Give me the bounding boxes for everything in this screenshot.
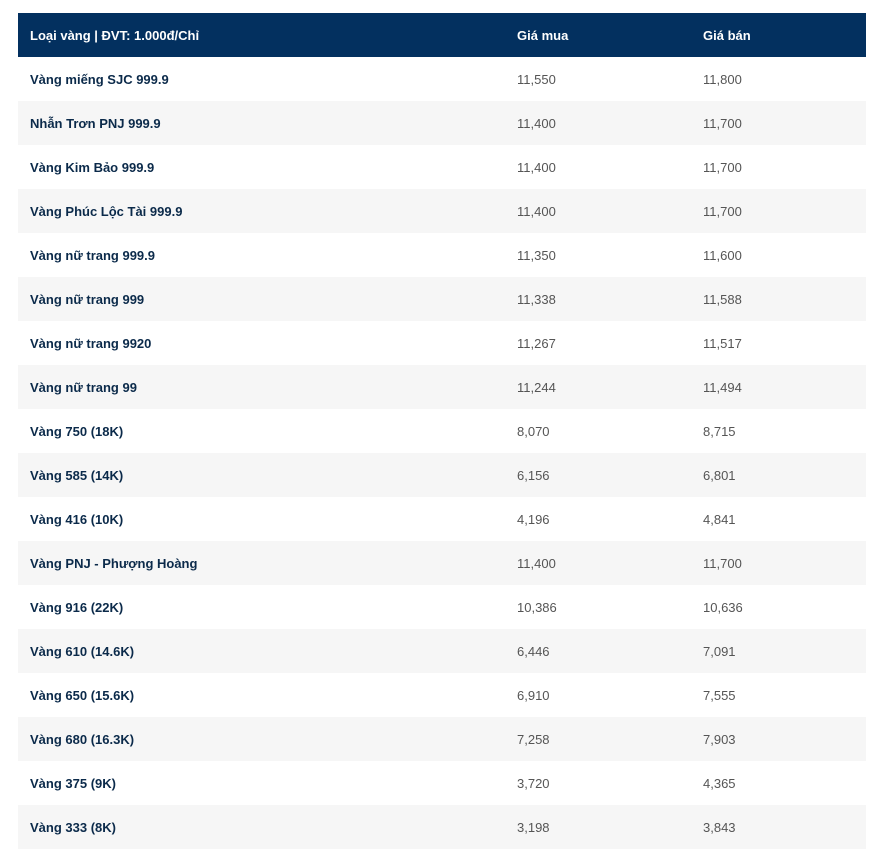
sell-price-cell: 11,600: [703, 247, 742, 263]
gold-type-cell: Nhẫn Trơn PNJ 999.9: [30, 115, 161, 131]
buy-price-cell: 11,400: [517, 203, 556, 219]
sell-price-cell: 10,636: [703, 599, 743, 615]
buy-price-cell: 8,070: [517, 423, 550, 439]
gold-type-cell: Vàng 750 (18K): [30, 423, 124, 439]
table-row: Vàng 610 (14.6K) 6,446 7,091: [18, 629, 866, 673]
buy-price-cell: 6,156: [517, 467, 550, 483]
buy-price-cell: 7,258: [517, 731, 550, 747]
table-row: Vàng 750 (18K) 8,070 8,715: [18, 409, 866, 453]
gold-price-table: Loại vàng | ĐVT: 1.000đ/Chỉ Giá mua Giá …: [18, 13, 866, 849]
sell-price-cell: 7,091: [703, 643, 736, 659]
sell-price-cell: 11,700: [703, 115, 742, 131]
buy-price-cell: 6,910: [517, 687, 550, 703]
table-row: Vàng Phúc Lộc Tài 999.9 11,400 11,700: [18, 189, 866, 233]
buy-price-cell: 10,386: [517, 599, 557, 615]
column-header-sell-price: Giá bán: [703, 27, 751, 43]
buy-price-cell: 11,267: [517, 335, 556, 351]
buy-price-cell: 6,446: [517, 643, 550, 659]
column-header-gold-type: Loại vàng | ĐVT: 1.000đ/Chỉ: [30, 27, 200, 43]
buy-price-cell: 11,350: [517, 247, 556, 263]
table-body: Vàng miếng SJC 999.9 11,550 11,800 Nhẫn Trơ…: [18, 57, 866, 849]
sell-price-cell: 8,715: [703, 423, 736, 439]
gold-type-cell: Vàng 333 (8K): [30, 819, 116, 835]
buy-price-cell: 11,244: [517, 379, 556, 395]
sell-price-cell: 7,555: [703, 687, 736, 703]
gold-type-cell: Vàng 916 (22K): [30, 599, 124, 615]
table-row: Vàng 375 (9K) 3,720 4,365: [18, 761, 866, 805]
gold-type-cell: Vàng nữ trang 99: [30, 379, 137, 395]
sell-price-cell: 3,843: [703, 819, 736, 835]
sell-price-cell: 4,365: [703, 775, 736, 791]
gold-type-cell: Vàng 375 (9K): [30, 775, 116, 791]
table-header: Loại vàng | ĐVT: 1.000đ/Chỉ Giá mua Giá …: [18, 13, 866, 57]
sell-price-cell: 7,903: [703, 731, 736, 747]
gold-type-cell: Vàng 680 (16.3K): [30, 731, 135, 747]
sell-price-cell: 11,494: [703, 379, 742, 395]
sell-price-cell: 11,517: [703, 335, 742, 351]
buy-price-cell: 4,196: [517, 511, 550, 527]
sell-price-cell: 4,841: [703, 511, 736, 527]
table-header-row: Loại vàng | ĐVT: 1.000đ/Chỉ Giá mua Giá …: [18, 13, 866, 57]
buy-price-cell: 3,198: [517, 819, 550, 835]
table-row: Vàng nữ trang 999 11,338 11,588: [18, 277, 866, 321]
table-row: Vàng 333 (8K) 3,198 3,843: [18, 805, 866, 849]
buy-price-cell: 11,550: [517, 71, 556, 87]
gold-type-cell: Vàng 416 (10K): [30, 511, 124, 527]
table-row: Vàng miếng SJC 999.9 11,550 11,800: [18, 57, 866, 101]
sell-price-cell: 11,700: [703, 203, 742, 219]
table-row: Vàng 416 (10K) 4,196 4,841: [18, 497, 866, 541]
table-row: Vàng 680 (16.3K) 7,258 7,903: [18, 717, 866, 761]
gold-type-cell: Vàng 610 (14.6K): [30, 643, 135, 659]
sell-price-cell: 6,801: [703, 467, 736, 483]
table-row: Vàng 650 (15.6K) 6,910 7,555: [18, 673, 866, 717]
buy-price-cell: 11,338: [517, 291, 556, 307]
buy-price-cell: 11,400: [517, 555, 556, 571]
buy-price-cell: 3,720: [517, 775, 550, 791]
table-row: Nhẫn Trơn PNJ 999.9 11,400 11,700: [18, 101, 866, 145]
gold-type-cell: Vàng nữ trang 9920: [30, 335, 152, 351]
gold-type-cell: Vàng 585 (14K): [30, 467, 124, 483]
table-row: Vàng 916 (22K) 10,386 10,636: [18, 585, 866, 629]
sell-price-cell: 11,588: [703, 291, 742, 307]
gold-type-cell: Vàng Kim Bảo 999.9: [30, 159, 155, 175]
gold-type-cell: Vàng Phúc Lộc Tài 999.9: [30, 203, 183, 219]
gold-type-cell: Vàng nữ trang 999: [30, 291, 145, 307]
column-header-buy-price: Giá mua: [517, 27, 569, 43]
sell-price-cell: 11,700: [703, 555, 742, 571]
gold-type-cell: Vàng PNJ - Phượng Hoàng: [30, 555, 198, 571]
table-row: Vàng Kim Bảo 999.9 11,400 11,700: [18, 145, 866, 189]
gold-type-cell: Vàng miếng SJC 999.9: [30, 71, 169, 87]
buy-price-cell: 11,400: [517, 159, 556, 175]
sell-price-cell: 11,700: [703, 159, 742, 175]
sell-price-cell: 11,800: [703, 71, 742, 87]
gold-type-cell: Vàng 650 (15.6K): [30, 687, 135, 703]
table-row: Vàng 585 (14K) 6,156 6,801: [18, 453, 866, 497]
table-row: Vàng PNJ - Phượng Hoàng 11,400 11,700: [18, 541, 866, 585]
buy-price-cell: 11,400: [517, 115, 556, 131]
table-row: Vàng nữ trang 9920 11,267 11,517: [18, 321, 866, 365]
gold-type-cell: Vàng nữ trang 999.9: [30, 247, 156, 263]
table-row: Vàng nữ trang 999.9 11,350 11,600: [18, 233, 866, 277]
table-row: Vàng nữ trang 99 11,244 11,494: [18, 365, 866, 409]
